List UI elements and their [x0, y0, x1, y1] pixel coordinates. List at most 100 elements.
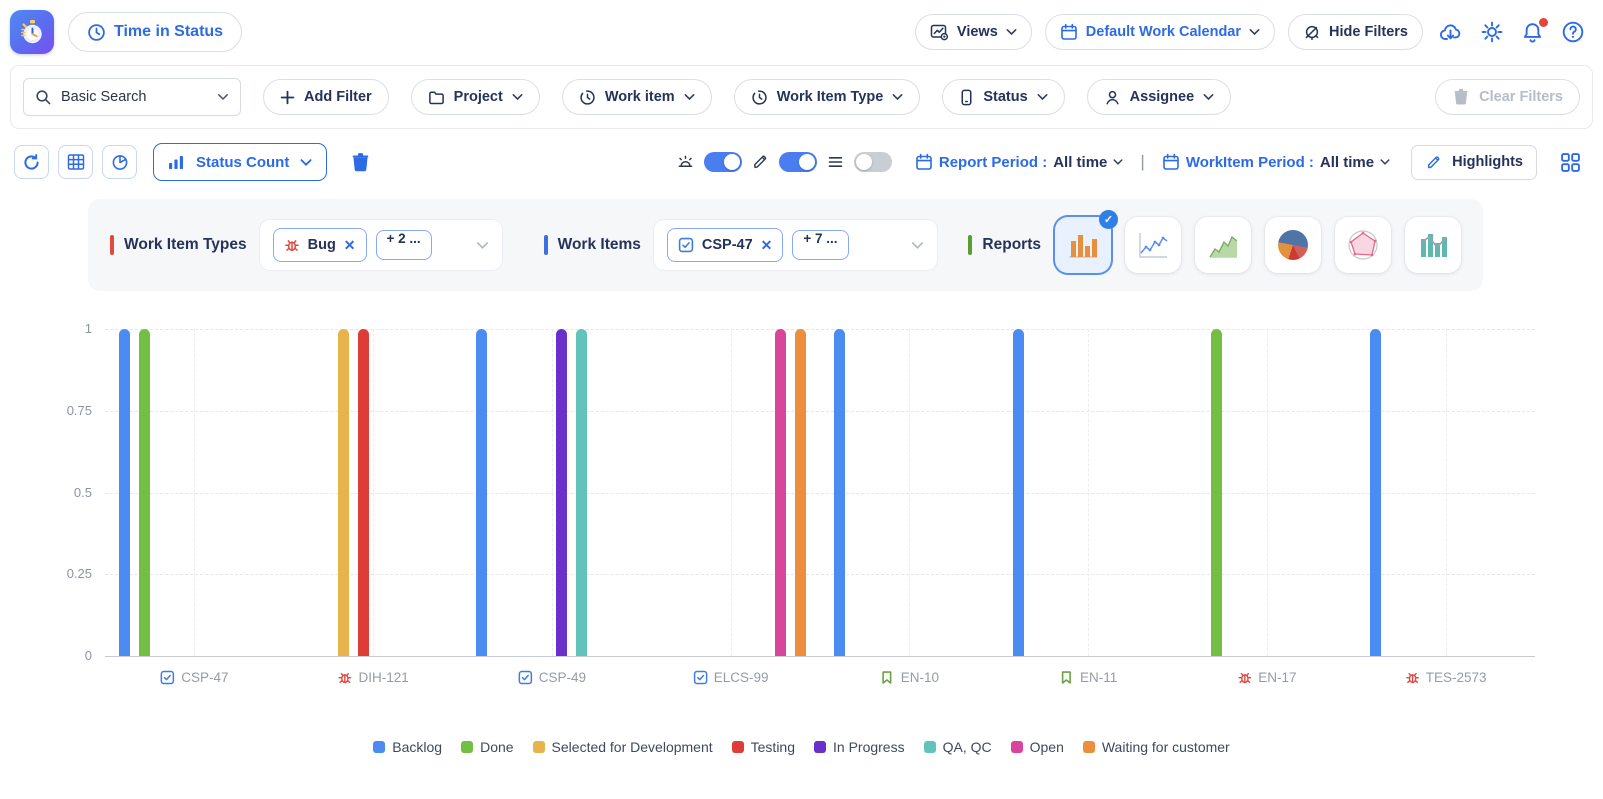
toggle-knob — [723, 154, 740, 170]
calendar-icon — [915, 153, 933, 171]
list-icon — [826, 153, 845, 171]
y-axis-tick-label: 0.5 — [73, 484, 92, 500]
views-dropdown[interactable]: Views — [914, 14, 1032, 50]
help-button[interactable] — [1559, 18, 1587, 46]
legend-item-selected-for-development[interactable]: Selected for Development — [532, 739, 713, 755]
chevron-down-icon — [911, 241, 924, 250]
export-download-button[interactable] — [1436, 18, 1465, 46]
work-item-type-filter-dropdown[interactable]: Work Item Type — [733, 79, 921, 115]
delete-report-button[interactable] — [344, 151, 377, 174]
legend-label: Done — [480, 739, 514, 755]
legend-item-done[interactable]: Done — [461, 739, 514, 755]
highlight-toggle[interactable] — [778, 152, 817, 172]
notifications-button[interactable] — [1519, 17, 1548, 46]
work-item-type-chip-bug[interactable]: Bug ✕ — [272, 228, 367, 262]
report-type-bar-line-button[interactable]: ✓ — [1405, 217, 1461, 273]
category-label: EN-10 — [900, 670, 940, 685]
chevron-down-icon — [1113, 158, 1123, 166]
stopwatch-logo-icon — [21, 20, 42, 44]
chip-label: CSP-47 — [701, 237, 753, 253]
hide-filters-button[interactable]: Hide Filters — [1288, 14, 1423, 50]
pie-view-button[interactable] — [102, 145, 137, 179]
report-period-dropdown[interactable]: Report Period : All time — [909, 152, 1130, 172]
bar-selected-for-development-dih-121 — [337, 329, 349, 656]
refresh-button[interactable] — [14, 145, 49, 179]
clear-filters-button[interactable]: Clear Filters — [1435, 79, 1580, 115]
legend-item-open[interactable]: Open — [1010, 739, 1064, 755]
report-view-dropdown[interactable]: Status Count — [153, 143, 328, 181]
legend-swatch — [461, 741, 474, 753]
task-icon — [518, 670, 533, 685]
add-filter-button[interactable]: Add Filter — [263, 79, 389, 115]
status-count-chart: 0 0.25 0.5 0.75 1 CSP-47 DIH-121 CSP-49 ELCS-99 E… — [0, 321, 1603, 689]
chevron-down-icon — [1037, 93, 1048, 101]
highlights-button[interactable]: Highlights — [1411, 144, 1537, 180]
chevron-down-icon — [300, 158, 312, 167]
legend-swatch — [373, 741, 386, 753]
highlighter-icon — [751, 153, 770, 171]
legend-item-backlog[interactable]: Backlog — [373, 739, 442, 755]
table-view-button[interactable] — [58, 145, 93, 179]
chevron-down-icon — [1249, 28, 1260, 36]
bar-backlog-csp-49 — [476, 329, 488, 656]
legend-item-qa-qc[interactable]: QA, QC — [923, 739, 992, 755]
report-type-radar-button[interactable]: ✓ — [1335, 217, 1391, 273]
x-axis-category-tes-2573: TES-2573 — [1405, 670, 1487, 685]
work-calendar-dropdown[interactable]: Default Work Calendar — [1044, 14, 1276, 50]
work-item-filter-label: Work item — [604, 89, 675, 105]
legend-item-in-progress[interactable]: In Progress — [814, 739, 905, 755]
search-icon — [35, 89, 52, 106]
alerts-toggle[interactable] — [703, 152, 742, 172]
task-icon — [693, 670, 708, 685]
x-axis-category-csp-47: CSP-47 — [160, 670, 229, 685]
report-type-line-button[interactable]: ✓ — [1125, 217, 1181, 273]
work-items-select[interactable]: CSP-47 ✕ + 7 ... — [653, 220, 937, 270]
legend-item-waiting-for-customer[interactable]: Waiting for customer — [1082, 739, 1230, 755]
reports-color-bar — [968, 235, 973, 255]
report-type-pie-button[interactable]: ✓ — [1265, 217, 1321, 273]
bar-chart-icon — [168, 154, 185, 170]
highlighter-icon — [1425, 154, 1443, 171]
time-in-status-button[interactable]: Time in Status — [68, 12, 243, 52]
work-items-more-chip[interactable]: + 7 ... — [792, 230, 849, 260]
plus-icon — [280, 90, 295, 105]
report-type-bar-button[interactable]: ✓ — [1055, 210, 1118, 273]
radar-report-icon — [1348, 230, 1378, 260]
y-axis-tick-label: 1 — [84, 321, 92, 336]
list-view-toggle[interactable] — [853, 152, 892, 172]
bar-done-en-17 — [1211, 329, 1223, 656]
work-item-filter-dropdown[interactable]: Work item — [561, 79, 712, 115]
report-period-label: Report Period : — [938, 153, 1048, 171]
remove-chip-icon[interactable]: ✕ — [760, 237, 773, 253]
workitem-period-dropdown[interactable]: WorkItem Period : All time — [1156, 152, 1396, 172]
work-item-types-more-chip[interactable]: + 2 ... — [375, 230, 432, 260]
chevron-down-icon — [1380, 158, 1390, 166]
work-items-color-bar — [543, 235, 548, 255]
dashboard-grid-button[interactable] — [1554, 151, 1587, 174]
project-filter-label: Project — [453, 89, 503, 105]
top-header: Time in Status Views De — [0, 0, 1603, 58]
category-label: ELCS-99 — [713, 670, 769, 685]
project-filter-dropdown[interactable]: Project — [410, 79, 540, 115]
status-filter-dropdown[interactable]: Status — [942, 79, 1065, 115]
y-gridline — [105, 492, 1535, 494]
x-gridline — [194, 329, 196, 656]
work-item-chip-csp-47[interactable]: CSP-47 ✕ — [666, 228, 784, 262]
basic-search-dropdown[interactable]: Basic Search — [23, 78, 241, 116]
chevron-down-icon — [512, 93, 523, 101]
work-item-types-select[interactable]: Bug ✕ + 2 ... — [259, 220, 502, 270]
category-label: EN-17 — [1258, 670, 1297, 685]
status-board-icon — [959, 89, 974, 106]
remove-chip-icon[interactable]: ✕ — [343, 237, 356, 253]
legend-item-testing[interactable]: Testing — [731, 739, 795, 755]
category-label: CSP-49 — [538, 670, 587, 685]
work-item-types-label: Work Item Types — [124, 236, 247, 253]
selection-panel: Work Item Types Bug ✕ + 2 ... Work Items — [88, 199, 1483, 291]
legend-label: Backlog — [392, 739, 443, 755]
toggle-knob — [798, 154, 815, 170]
bar-backlog-tes-2573 — [1370, 329, 1382, 656]
settings-button[interactable] — [1478, 18, 1506, 46]
assignee-filter-dropdown[interactable]: Assignee — [1086, 79, 1232, 115]
report-type-area-button[interactable]: ✓ — [1195, 217, 1251, 273]
legend-label: In Progress — [833, 739, 905, 755]
